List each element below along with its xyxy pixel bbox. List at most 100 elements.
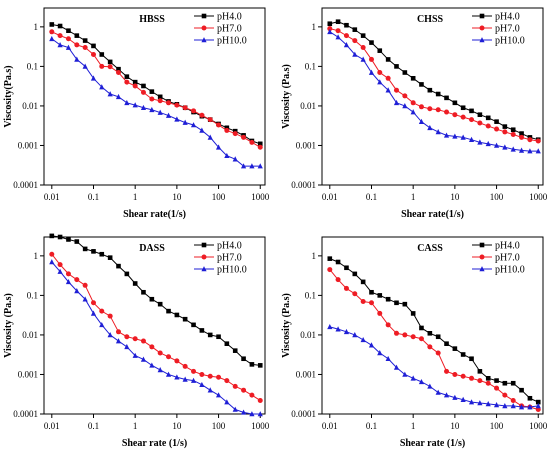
data-point: [65, 278, 72, 285]
data-point: [518, 404, 525, 410]
data-point: [82, 38, 88, 43]
data-point: [66, 237, 71, 242]
data-point: [232, 383, 238, 389]
x-axis-label: Shear rate (1/s): [400, 438, 465, 449]
data-point: [49, 35, 55, 42]
data-point: [444, 109, 450, 115]
data-point: [65, 44, 72, 50]
data-point: [535, 399, 541, 405]
data-point: [335, 19, 341, 25]
panel-title: CHSS: [417, 14, 444, 25]
data-point: [360, 33, 366, 38]
data-point: [249, 163, 255, 169]
data-point: [207, 134, 213, 140]
data-point: [377, 48, 383, 53]
data-point: [510, 131, 516, 137]
data-point: [393, 364, 400, 370]
data-point: [427, 330, 433, 336]
legend-label: pH7.0: [217, 253, 242, 264]
data-point: [90, 51, 96, 57]
data-point: [257, 397, 263, 403]
data-point: [485, 375, 491, 381]
data-point: [232, 348, 238, 353]
data-point: [519, 134, 525, 140]
data-point: [207, 387, 213, 393]
data-point: [385, 57, 391, 62]
data-point: [402, 70, 408, 75]
data-point: [444, 368, 450, 374]
x-axis-label: Shear rate(1/s): [123, 209, 186, 220]
series-pH7.0: [49, 251, 263, 403]
x-tick-label: 1: [411, 192, 416, 202]
data-point: [435, 389, 441, 395]
legend-marker: [201, 25, 207, 31]
data-point: [502, 129, 508, 135]
data-point: [74, 42, 80, 48]
data-point: [149, 89, 155, 94]
data-point: [182, 376, 188, 382]
data-point: [460, 373, 466, 379]
data-point: [360, 336, 366, 343]
data-point: [460, 114, 466, 120]
data-point: [257, 363, 263, 368]
data-point: [82, 246, 88, 252]
data-point: [132, 83, 138, 89]
data-point: [452, 346, 458, 351]
x-tick-label: 1000: [529, 421, 548, 431]
legend-marker: [201, 13, 207, 19]
data-point: [527, 148, 533, 154]
panel-title: HBSS: [139, 14, 165, 25]
data-point: [199, 112, 205, 118]
data-point: [444, 341, 449, 347]
y-tick-label: 1: [312, 251, 317, 261]
data-point: [249, 411, 255, 417]
data-point: [257, 141, 263, 147]
y-tick-label: 0.0001: [13, 409, 38, 419]
data-point: [385, 322, 391, 328]
data-point: [393, 99, 400, 106]
legend-entry: pH7.0: [194, 24, 242, 35]
series-pH4.0: [327, 256, 541, 405]
data-point: [385, 75, 391, 81]
data-point: [191, 322, 196, 328]
data-point: [485, 115, 491, 121]
panel-title: CASS: [417, 243, 443, 254]
legend-label: pH10.0: [217, 36, 247, 47]
data-point: [74, 277, 80, 283]
data-point: [352, 51, 358, 57]
data-point: [402, 103, 408, 109]
data-point: [199, 381, 205, 388]
data-point: [99, 321, 105, 328]
data-point: [149, 344, 155, 350]
y-axis-label: Viscosity (Pa.s): [3, 293, 14, 358]
data-point: [107, 64, 113, 70]
data-point: [477, 369, 483, 374]
data-point: [435, 107, 441, 113]
data-point: [452, 371, 458, 377]
data-point: [335, 28, 341, 34]
legend-marker: [201, 242, 207, 248]
data-point: [493, 401, 500, 408]
y-tick-label: 0.1: [305, 290, 316, 300]
panel-hbss: 0.01 0.1 1 10 100 1000 0.0001 0.001 0.01 0.1 1 Shea…: [3, 7, 270, 220]
legend-marker: [479, 25, 485, 31]
data-point: [49, 29, 55, 35]
data-point: [174, 312, 180, 318]
data-point: [477, 378, 483, 384]
x-tick-label: 100: [212, 192, 226, 202]
data-point: [327, 21, 333, 27]
series-line: [51, 38, 261, 167]
y-tick-label: 0.001: [18, 140, 38, 150]
legend-entry: pH10.0: [194, 36, 247, 47]
data-point: [182, 363, 188, 369]
data-point: [149, 96, 155, 102]
data-point: [419, 82, 424, 87]
data-point: [435, 129, 441, 135]
data-point: [99, 308, 105, 314]
data-point: [502, 403, 508, 409]
legend-entry: pH10.0: [472, 265, 525, 276]
y-tick-label: 0.001: [296, 140, 316, 150]
data-point: [368, 56, 374, 62]
y-tick-label: 0.01: [22, 330, 38, 340]
x-tick-label: 100: [212, 421, 226, 431]
